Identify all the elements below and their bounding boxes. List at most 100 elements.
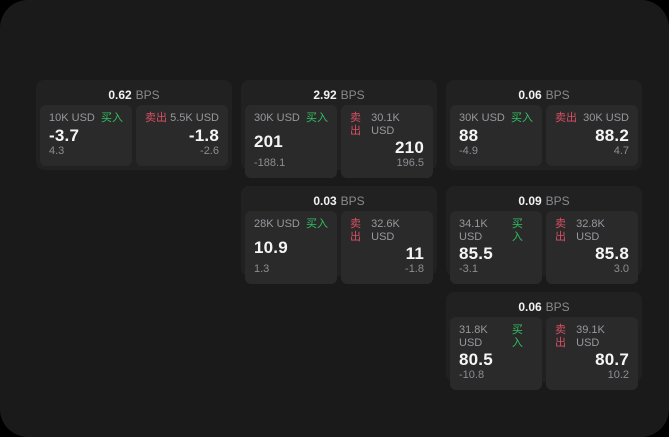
sell-delta-value: 196.5 [396, 157, 424, 169]
buy-delta-value: -10.8 [459, 369, 485, 381]
buy-panel-top: 10K USD 买入 [49, 112, 123, 125]
sell-price-value: 80.7 [595, 350, 629, 369]
buy-price-value: 10.9 [254, 237, 288, 257]
sell-panel-top: 卖出 32.6K USD [350, 218, 424, 244]
sell-price-value: -1.8 [188, 125, 219, 145]
buy-panel[interactable]: 10K USD 买入 -3.7 4.3 [40, 105, 132, 166]
bps-value: 0.62 [108, 87, 132, 102]
bps-value: 2.92 [313, 87, 337, 102]
buy-panel[interactable]: 30K USD 买入 88 -4.9 [450, 105, 542, 166]
quote-card: 2.92 BPS 30K USD 买入 201 -188.1 卖出 30.1K … [241, 80, 437, 178]
sell-amount-label: 30K USD [583, 112, 629, 124]
card-header: 0.62 BPS [40, 84, 228, 105]
buy-delta-value: -4.9 [459, 145, 478, 157]
card-body: 30K USD 买入 88 -4.9 卖出 30K USD 88.2 4.7 [450, 105, 638, 166]
sell-panel-top: 卖出 30.1K USD [350, 112, 424, 138]
buy-price-value: 85.5 [459, 244, 493, 263]
sell-panel[interactable]: 卖出 30.1K USD 210 196.5 [341, 105, 433, 178]
buy-label: 买入 [306, 112, 328, 124]
sell-amount-label: 39.1K USD [576, 324, 605, 349]
buy-amount-label: 31.8K USD [459, 324, 488, 349]
sell-panel-top: 卖出 32.8K USD [555, 218, 629, 244]
bps-value: 0.09 [518, 193, 542, 208]
sell-panel-top: 卖出 5.5K USD [145, 112, 219, 125]
sell-price-value: 88.2 [595, 125, 629, 145]
card-body: 30K USD 买入 201 -188.1 卖出 30.1K USD 210 1… [245, 105, 433, 178]
buy-label: 买入 [511, 218, 523, 243]
card-header: 2.92 BPS [245, 84, 433, 105]
buy-delta-value: 1.3 [254, 263, 270, 275]
bps-value: 0.03 [313, 193, 337, 208]
card-header: 0.03 BPS [245, 190, 433, 211]
bps-value: 0.06 [518, 87, 542, 102]
card-header: 0.06 BPS [450, 84, 638, 105]
sell-amount-label: 32.6K USD [371, 218, 400, 243]
buy-amount-label: 30K USD [459, 112, 505, 124]
sell-panel-top: 卖出 30K USD [555, 112, 629, 125]
buy-panel[interactable]: 30K USD 买入 201 -188.1 [245, 105, 337, 178]
sell-panel[interactable]: 卖出 30K USD 88.2 4.7 [546, 105, 638, 166]
sell-delta-value: 4.7 [613, 145, 629, 157]
buy-panel[interactable]: 34.1K USD 买入 85.5 -3.1 [450, 211, 542, 284]
sell-panel-top: 卖出 39.1K USD [555, 324, 629, 350]
sell-panel[interactable]: 卖出 5.5K USD -1.8 -2.6 [136, 105, 228, 166]
sell-label: 卖出 [555, 218, 566, 243]
card-body: 10K USD 买入 -3.7 4.3 卖出 5.5K USD -1.8 -2.… [40, 105, 228, 166]
sell-label: 卖出 [145, 112, 167, 124]
buy-delta-value: -3.1 [459, 263, 478, 275]
buy-price-value: 80.5 [459, 350, 493, 369]
card-header: 0.09 BPS [450, 190, 638, 211]
sell-price-value: 210 [395, 138, 424, 157]
bps-unit-label: BPS [545, 193, 570, 208]
buy-panel-top: 30K USD 买入 [459, 112, 533, 125]
buy-panel-top: 31.8K USD 买入 [459, 324, 533, 350]
sell-amount-label: 5.5K USD [170, 112, 219, 124]
buy-price-value: 88 [459, 125, 479, 145]
buy-label: 买入 [511, 324, 523, 349]
cards-grid: 0.62 BPS 10K USD 买入 -3.7 4.3 卖出 5.5K USD… [36, 80, 642, 390]
buy-panel-top: 28K USD 买入 [254, 218, 328, 231]
buy-amount-label: 34.1K USD [459, 218, 488, 243]
quote-card: 0.62 BPS 10K USD 买入 -3.7 4.3 卖出 5.5K USD… [36, 80, 232, 170]
sell-label: 卖出 [350, 112, 361, 137]
buy-amount-label: 30K USD [254, 112, 300, 124]
bps-unit-label: BPS [135, 87, 160, 102]
buy-label: 买入 [511, 112, 533, 124]
quote-card: 0.03 BPS 28K USD 买入 10.9 1.3 卖出 32.6K US… [241, 186, 437, 284]
buy-amount-label: 28K USD [254, 218, 300, 230]
buy-amount-label: 10K USD [49, 112, 95, 124]
card-body: 31.8K USD 买入 80.5 -10.8 卖出 39.1K USD 80.… [450, 317, 638, 390]
bps-unit-label: BPS [545, 87, 570, 102]
bps-unit-label: BPS [340, 193, 365, 208]
sell-delta-value: 3.0 [613, 263, 629, 275]
buy-price-value: 201 [254, 131, 283, 151]
quote-card: 0.09 BPS 34.1K USD 买入 85.5 -3.1 卖出 32.8K… [446, 186, 642, 284]
sell-amount-label: 30.1K USD [371, 112, 400, 137]
buy-price-value: -3.7 [49, 125, 80, 145]
sell-delta-value: -1.8 [405, 263, 424, 275]
sell-panel[interactable]: 卖出 39.1K USD 80.7 10.2 [546, 317, 638, 390]
card-body: 28K USD 买入 10.9 1.3 卖出 32.6K USD 11 -1.8 [245, 211, 433, 284]
sell-panel[interactable]: 卖出 32.6K USD 11 -1.8 [341, 211, 433, 284]
buy-delta-value: 4.3 [49, 145, 65, 157]
buy-panel[interactable]: 28K USD 买入 10.9 1.3 [245, 211, 337, 284]
quote-card: 0.06 BPS 30K USD 买入 88 -4.9 卖出 30K USD 8… [446, 80, 642, 170]
sell-delta-value: -2.6 [200, 145, 219, 157]
sell-price-value: 85.8 [595, 244, 629, 263]
sell-label: 卖出 [350, 218, 361, 243]
sell-amount-label: 32.8K USD [576, 218, 605, 243]
buy-panel[interactable]: 31.8K USD 买入 80.5 -10.8 [450, 317, 542, 390]
sell-delta-value: 10.2 [607, 369, 629, 381]
card-header: 0.06 BPS [450, 296, 638, 317]
sell-price-value: 11 [405, 244, 424, 263]
buy-panel-top: 30K USD 买入 [254, 112, 328, 125]
sell-panel[interactable]: 卖出 32.8K USD 85.8 3.0 [546, 211, 638, 284]
buy-label: 买入 [306, 218, 328, 230]
bps-unit-label: BPS [340, 87, 365, 102]
bps-unit-label: BPS [545, 299, 570, 314]
sell-label: 卖出 [555, 112, 577, 124]
buy-delta-value: -188.1 [254, 157, 286, 169]
bps-value: 0.06 [518, 299, 542, 314]
buy-panel-top: 34.1K USD 买入 [459, 218, 533, 244]
